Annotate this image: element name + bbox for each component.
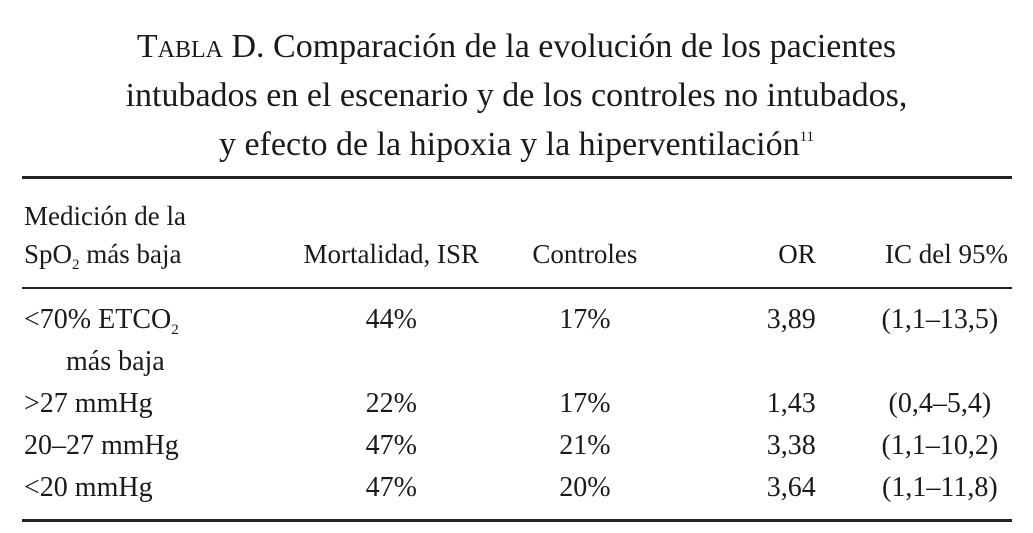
table-cell: 21% [559, 430, 611, 461]
header-text: más baja [79, 239, 182, 269]
table-cell: 3,89 [766, 304, 816, 335]
table-cell: (1,1–10,2) [881, 430, 999, 461]
header-row: Medición de la SpO2 más baja Mortalidad, … [22, 177, 1012, 289]
title-line: intubados en el escenario y de los contr… [125, 77, 908, 114]
table-cell: 17% [559, 304, 611, 335]
table-cell: 22% [365, 388, 417, 419]
table-cell: >27 mmHg [24, 388, 153, 419]
table-title: Tabla D. Comparación de la evolución de … [0, 22, 1033, 169]
header-text: Medición de la [24, 201, 186, 231]
header-cell: IC del 95% [885, 239, 1008, 269]
table-row: <20 mmHg 47% 20% 3,64 (1,1–11,8) [22, 467, 1012, 521]
table-cell: (1,1–13,5) [881, 304, 999, 335]
subscript: 2 [72, 257, 80, 273]
table-cell: 47% [365, 430, 417, 461]
table-cell: (0,4–5,4) [888, 388, 992, 419]
table-cell: 17% [559, 388, 611, 419]
table-row: 20–27 mmHg 47% 21% 3,38 (1,1–10,2) [22, 425, 1012, 467]
cell-text: <70% ETCO [24, 304, 172, 335]
table-body: <70% ETCO2 más baja 44% 17% 3,89 (1,1–13,5) >2… [22, 288, 1012, 521]
header-cell: Controles [532, 239, 638, 269]
title-label: Tabla D. [136, 28, 265, 65]
table-row: <70% ETCO2 más baja 44% 17% 3,89 (1,1–13,5) [22, 288, 1012, 383]
header-cell: Mortalidad, ISR [303, 239, 479, 269]
table-cell: 47% [365, 472, 417, 503]
table-cell: (1,1–11,8) [882, 472, 998, 503]
title-line: y efecto de la hipoxia y la hiperventila… [218, 126, 800, 163]
table-cell: 20% [559, 472, 611, 503]
subscript: 2 [171, 322, 179, 338]
table-cell: 3,38 [766, 430, 816, 461]
cell-text: más baja [66, 346, 165, 377]
header-cell: OR [778, 239, 816, 269]
table-cell: <20 mmHg [24, 472, 153, 503]
data-table: Medición de la SpO2 más baja Mortalidad, … [22, 176, 1012, 522]
title-ref: 11 [799, 129, 815, 145]
header-cell: Medición de la SpO2 más baja [22, 178, 277, 289]
table-head: Medición de la SpO2 más baja Mortalidad, … [22, 177, 1012, 289]
header-text: SpO [24, 239, 73, 269]
table-cell: 20–27 mmHg [24, 430, 179, 461]
table-cell: 44% [365, 304, 417, 335]
title-line: Comparación de la evolución de los pacie… [273, 28, 897, 65]
table-cell: 3,64 [766, 472, 816, 503]
table-cell: 1,43 [766, 388, 816, 419]
table-row: >27 mmHg 22% 17% 1,43 (0,4–5,4) [22, 383, 1012, 425]
table-cell: <70% ETCO2 más baja [22, 288, 277, 383]
